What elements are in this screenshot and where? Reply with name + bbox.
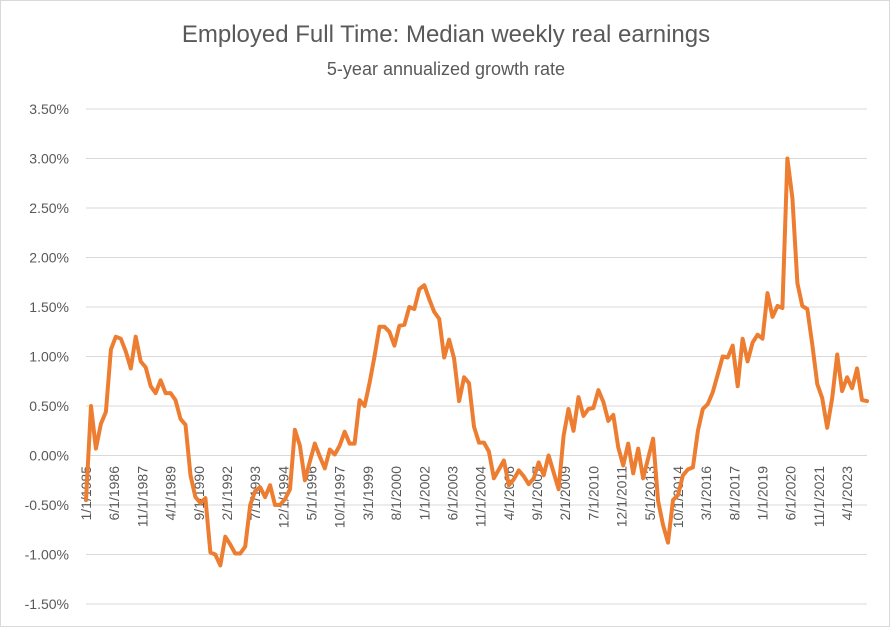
chart-title: Employed Full Time: Median weekly real e… <box>181 21 711 48</box>
y-tick-label: 3.50% <box>29 101 69 117</box>
y-tick-label: 0.50% <box>29 398 69 414</box>
y-tick-label: -1.00% <box>25 547 69 563</box>
x-tick-label: 11/1/2021 <box>811 466 827 527</box>
y-tick-label: 2.00% <box>29 250 69 266</box>
y-tick-label: 0.00% <box>29 448 69 464</box>
x-tick-label: 8/1/2017 <box>726 466 742 521</box>
chart-subtitle: 5-year annualized growth rate <box>326 59 566 79</box>
x-tick-label: 10/1/1997 <box>332 466 348 528</box>
x-tick-label: 5/1/2013 <box>642 466 658 521</box>
y-tick-label: 1.50% <box>29 299 69 315</box>
x-tick-label: 9/1/1990 <box>191 466 207 521</box>
y-tick-label: 1.00% <box>29 349 69 365</box>
x-tick-label: 6/1/2020 <box>783 466 799 521</box>
x-tick-label: 11/1/1987 <box>134 466 150 527</box>
x-tick-label: 4/1/2023 <box>839 466 855 521</box>
series-group <box>84 156 869 568</box>
x-tick-label: 11/1/2004 <box>473 466 489 527</box>
x-tick-label: 3/1/2016 <box>698 466 714 521</box>
x-tick-label: 5/1/1996 <box>304 466 320 521</box>
x-tick-label: 4/1/1989 <box>163 466 179 521</box>
x-tick-label: 6/1/2003 <box>444 466 460 521</box>
x-tick-label: 3/1/1999 <box>360 466 376 521</box>
x-tick-label: 2/1/1992 <box>219 466 235 521</box>
x-tick-label: 8/1/2000 <box>388 466 404 521</box>
x-tick-label: 1/1/2002 <box>416 466 432 521</box>
y-tick-label: -1.50% <box>25 596 69 612</box>
x-tick-label: 6/1/1986 <box>106 466 122 521</box>
y-axis-ticks: 3.50% 3.00% 2.50% 2.00% 1.50% 1.00% 0.50% 0.00%… <box>25 101 69 612</box>
x-tick-label: 1/1/2019 <box>755 466 771 521</box>
x-axis-ticks: 1/1/1985 6/1/1986 11/1/1987 4/1/1989 9/1/199… <box>78 466 855 529</box>
x-tick-label: 12/1/1994 <box>275 466 291 528</box>
y-tick-label: 3.00% <box>29 151 69 167</box>
x-tick-label: 4/1/2006 <box>501 466 517 521</box>
series-line <box>84 156 869 568</box>
y-tick-label: -0.50% <box>25 497 69 513</box>
x-tick-label: 7/1/2010 <box>585 466 601 521</box>
y-tick-label: 2.50% <box>29 200 69 216</box>
x-tick-label: 12/1/2011 <box>614 466 630 527</box>
